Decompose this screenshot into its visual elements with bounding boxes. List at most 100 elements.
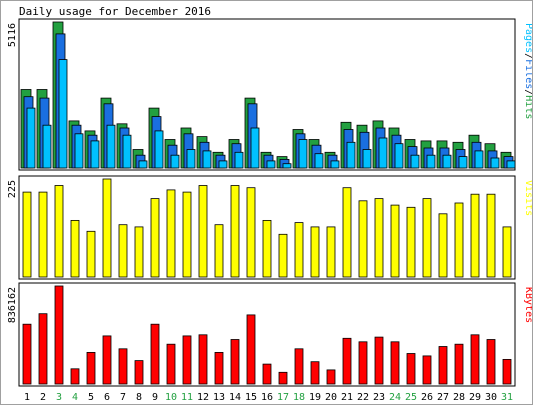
kbytes-bar-kbytes-day-20 (326, 369, 336, 385)
visits-bar-visits-day-12 (198, 185, 208, 278)
kbytes-ymax-label: 836162 (7, 287, 18, 323)
kbytes-bar-kbytes-day-30 (486, 339, 496, 385)
hits-bar-pages-day-28 (458, 156, 468, 169)
day-label-24: 24 (389, 392, 401, 403)
visits-bar-visits-day-2 (38, 191, 48, 278)
kbytes-bar-kbytes-day-14 (230, 339, 240, 385)
visits-bar-visits-day-15 (246, 187, 256, 278)
visits-bar-visits-day-25 (406, 206, 416, 278)
visits-panel: 225 Visits (7, 175, 533, 280)
day-label-2: 2 (40, 392, 46, 403)
hits-bar-pages-day-7 (122, 134, 132, 169)
day-label-22: 22 (357, 392, 369, 403)
day-label-28: 28 (453, 392, 465, 403)
hits-bar-pages-day-13 (218, 160, 228, 169)
visits-bar-visits-day-8 (134, 226, 144, 278)
visits-bar-visits-day-18 (294, 222, 304, 278)
kbytes-bar-kbytes-day-10 (166, 343, 176, 385)
kbytes-bar-kbytes-day-18 (294, 348, 304, 385)
visits-bar-visits-day-7 (118, 224, 128, 278)
day-label-29: 29 (469, 392, 481, 403)
day-label-31: 31 (501, 392, 513, 403)
kbytes-bar-kbytes-day-21 (342, 337, 352, 385)
day-label-6: 6 (104, 392, 110, 403)
hits-bar-pages-day-23 (378, 137, 388, 169)
visits-bar-visits-day-29 (470, 193, 480, 278)
day-label-23: 23 (373, 392, 385, 403)
kbytes-bar-kbytes-day-24 (390, 341, 400, 385)
visits-bar-visits-day-20 (326, 226, 336, 278)
kbytes-bar-kbytes-day-26 (422, 355, 432, 385)
kbytes-bar-kbytes-day-2 (38, 313, 48, 385)
visits-bar-visits-day-10 (166, 189, 176, 278)
day-label-3: 3 (56, 392, 62, 403)
visits-bar-visits-day-14 (230, 185, 240, 278)
kbytes-bar-kbytes-day-12 (198, 334, 208, 385)
visits-bar-visits-day-31 (502, 226, 512, 278)
kbytes-bar-kbytes-day-27 (438, 346, 448, 385)
kbytes-bar-kbytes-day-19 (310, 361, 320, 385)
visits-bar-visits-day-17 (278, 233, 288, 278)
day-label-1: 1 (24, 392, 30, 403)
visits-bar-visits-day-16 (262, 219, 272, 278)
kbytes-bar-kbytes-day-13 (214, 351, 224, 385)
hits-legend-part-0: Pages (523, 23, 532, 53)
chart-title: Daily usage for December 2016 (19, 5, 211, 18)
hits-ymax-label: 5116 (7, 23, 18, 47)
hits-bar-pages-day-31 (506, 160, 516, 169)
day-label-4: 4 (72, 392, 78, 403)
day-label-5: 5 (88, 392, 94, 403)
day-label-25: 25 (405, 392, 417, 403)
kbytes-legend-part-0: KBytes (523, 287, 532, 323)
day-label-10: 10 (165, 392, 177, 403)
hits-bar-pages-day-24 (394, 143, 404, 169)
visits-bar-visits-day-27 (438, 213, 448, 278)
kbytes-bar-kbytes-day-15 (246, 314, 256, 385)
hits-bar-pages-day-8 (138, 160, 148, 169)
kbytes-bar-kbytes-day-8 (134, 360, 144, 385)
day-label-7: 7 (120, 392, 126, 403)
hits-bar-pages-day-4 (74, 133, 84, 169)
hits-bar-pages-day-18 (298, 139, 308, 169)
kbytes-legend-label: KBytes (523, 287, 532, 323)
hits-bar-pages-day-25 (410, 154, 420, 169)
hits-legend-part-3: / (523, 89, 532, 95)
hits-bar-pages-day-12 (202, 150, 212, 169)
visits-bar-visits-day-30 (486, 193, 496, 278)
visits-bar-visits-day-4 (70, 219, 80, 278)
day-label-18: 18 (293, 392, 305, 403)
hits-legend-part-1: / (523, 53, 532, 59)
kbytes-bar-kbytes-day-16 (262, 363, 272, 385)
kbytes-bar-kbytes-day-4 (70, 368, 80, 385)
day-label-9: 9 (152, 392, 158, 403)
visits-bar-visits-day-11 (182, 191, 192, 278)
hits-legend-part-2: Files (523, 59, 532, 89)
day-label-13: 13 (213, 392, 225, 403)
visits-bar-visits-day-26 (422, 198, 432, 278)
day-label-20: 20 (325, 392, 337, 403)
kbytes-bar-kbytes-day-9 (150, 323, 160, 385)
hits-bar-pages-day-6 (106, 124, 116, 169)
hits-bar-pages-day-16 (266, 160, 276, 169)
hits-bar-pages-day-21 (346, 141, 356, 169)
day-label-16: 16 (261, 392, 273, 403)
kbytes-bar-kbytes-day-3 (54, 285, 64, 385)
hits-bar-pages-day-11 (186, 149, 196, 169)
hits-bar-pages-day-26 (426, 154, 436, 169)
visits-bar-visits-day-1 (22, 191, 32, 278)
visits-bar-visits-day-22 (358, 200, 368, 278)
hits-bar-pages-day-15 (250, 127, 260, 169)
visits-bar-visits-day-6 (102, 178, 112, 278)
kbytes-bar-kbytes-day-25 (406, 353, 416, 385)
day-label-17: 17 (277, 392, 289, 403)
visits-bar-visits-day-3 (54, 185, 64, 278)
hits-bar-pages-day-14 (234, 151, 244, 169)
visits-bar-visits-day-24 (390, 204, 400, 278)
day-label-27: 27 (437, 392, 449, 403)
day-label-12: 12 (197, 392, 209, 403)
visits-legend-part-0: Visits (523, 180, 532, 216)
hits-bar-pages-day-2 (42, 124, 52, 169)
day-label-15: 15 (245, 392, 257, 403)
hits-bar-pages-day-22 (362, 149, 372, 169)
